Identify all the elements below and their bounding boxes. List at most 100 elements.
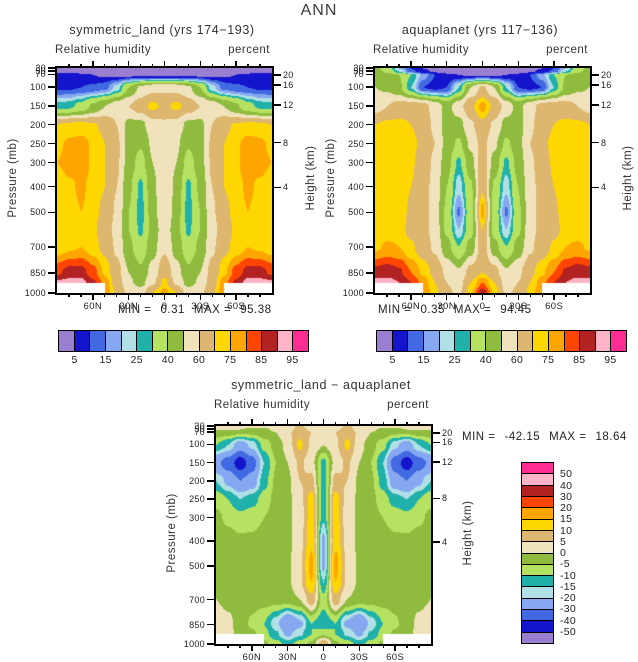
- colorbar-cell: [516, 331, 533, 351]
- height-tick-label: 16: [442, 437, 453, 448]
- panel3-plot-area: 30 50 70 100 150 200 250 300 400 500 700 850 1000 20 1…: [184, 419, 452, 662]
- lat-tick-top: [104, 64, 106, 68]
- lat-tick-bottom: [127, 293, 130, 300]
- lat-tick-bottom: [235, 293, 237, 300]
- pressure-tick-label: 70: [194, 427, 205, 438]
- lat-tick-bottom: [565, 293, 567, 297]
- colorbar-cell: [245, 331, 262, 351]
- lat-tick-bottom: [577, 293, 579, 297]
- lat-tick-top: [139, 64, 142, 68]
- lat-tick-bottom: [80, 293, 82, 297]
- colorbar-cell: [377, 331, 392, 351]
- colorbar-label: 25: [130, 354, 143, 366]
- height-tick-label: 12: [601, 99, 612, 110]
- lat-tick-bottom: [298, 644, 301, 648]
- pressure-tick-label: 700: [30, 242, 46, 253]
- pressure-tick-label: 300: [348, 157, 364, 168]
- lat-tick-top: [517, 61, 520, 68]
- lat-tick-top: [334, 422, 337, 426]
- colorbar-cell: [522, 575, 553, 587]
- colorbar-cell: [522, 586, 553, 598]
- colorbar-cell: [167, 331, 183, 351]
- lat-tick-label: 60S: [386, 652, 405, 662]
- lat-tick-top: [370, 422, 372, 426]
- height-tick-label: 8: [442, 493, 448, 504]
- lat-tick-top: [286, 419, 289, 426]
- panel1-subtitle-left: Relative humidity: [55, 44, 152, 56]
- pressure-tick: [207, 516, 214, 519]
- pressure-tick: [366, 86, 373, 88]
- panel1-min-label: MIN =: [118, 304, 152, 316]
- lat-tick-bottom: [139, 293, 142, 297]
- panel2-colorbar: 5 15 25 40 60 75 85 95: [376, 330, 627, 366]
- colorbar-cell: [522, 631, 553, 643]
- panel1-subtitle-right: percent: [228, 44, 270, 56]
- pressure-tick-label: 700: [348, 242, 364, 253]
- lat-tick-top: [493, 64, 496, 68]
- height-tick: [274, 74, 281, 76]
- height-tick-label: 12: [283, 99, 294, 110]
- pressure-tick-label: 250: [189, 494, 205, 505]
- colorbar-label: -40: [560, 614, 577, 627]
- colorbar-label: 25: [448, 354, 461, 366]
- pressure-tick-label: 400: [30, 181, 46, 192]
- colorbar-cell: [522, 473, 553, 485]
- pressure-tick: [207, 431, 214, 433]
- pressure-tick-label: 70: [35, 69, 46, 80]
- lat-tick-top: [275, 422, 277, 426]
- pressure-tick-label: 1000: [183, 639, 205, 649]
- pressure-tick: [207, 480, 214, 482]
- height-tick-label: 12: [442, 456, 453, 467]
- pressure-tick: [48, 123, 55, 126]
- lat-tick-top: [382, 422, 384, 426]
- colorbar-cell: [522, 518, 553, 530]
- lat-tick-top: [298, 422, 301, 426]
- lat-tick-top: [422, 64, 424, 68]
- pressure-tick: [207, 461, 214, 464]
- panel2-min-value: 0.35: [420, 304, 445, 316]
- lat-tick-top: [223, 64, 225, 68]
- lat-tick-bottom: [406, 644, 408, 648]
- pressure-tick-label: 200: [30, 119, 46, 130]
- panel1-plot-area: 30 50 70 100 150 200 250 300 400 500 700 850 1000 20 1…: [25, 61, 293, 312]
- colorbar-cell: [104, 331, 121, 351]
- colorbar-cell: [522, 529, 553, 542]
- lat-tick-top: [116, 64, 118, 68]
- pressure-tick-label: 70: [353, 69, 364, 80]
- colorbar-cell: [532, 331, 548, 351]
- lat-tick-label: 30S: [191, 301, 210, 312]
- lat-tick-top: [151, 64, 154, 68]
- colorbar-label: 15: [99, 354, 112, 366]
- pressure-tick-label: 100: [348, 81, 364, 92]
- pressure-tick: [366, 123, 373, 126]
- lat-tick-bottom: [275, 644, 277, 648]
- lat-tick-bottom: [286, 644, 289, 651]
- lat-tick-bottom: [398, 293, 400, 297]
- panel1-max-label: MAX =: [193, 304, 232, 316]
- lat-tick-bottom: [394, 644, 396, 651]
- height-tick: [433, 460, 440, 463]
- lat-tick-top: [386, 64, 388, 68]
- lat-tick-bottom: [457, 293, 460, 297]
- colorbar-cell: [501, 331, 517, 351]
- lat-tick-bottom: [334, 644, 337, 648]
- pressure-tick: [48, 86, 55, 88]
- pressure-tick-label: 30: [35, 63, 46, 73]
- lat-tick-top: [394, 419, 396, 426]
- height-tick: [433, 431, 440, 434]
- colorbar-label: 5: [71, 354, 78, 366]
- panel2-min-label: MIN =: [378, 304, 412, 316]
- panel2-subtitle-right: percent: [546, 44, 588, 56]
- height-tick: [274, 84, 281, 86]
- panel1-contour-canvas: [57, 68, 272, 293]
- lat-tick-top: [410, 61, 412, 68]
- lat-tick-bottom: [481, 293, 484, 300]
- lat-tick-bottom: [263, 644, 265, 648]
- lat-tick-bottom: [517, 293, 520, 300]
- colorbar-cell: [522, 484, 553, 496]
- pressure-tick-label: 150: [189, 457, 205, 468]
- pressure-tick-label: 850: [189, 619, 205, 630]
- panel2-plot-area: 30 50 70 100 150 200 250 300 400 500 700 850 1000 20 1…: [343, 61, 611, 312]
- colorbar-label: 75: [224, 354, 237, 366]
- colorbar-cell: [454, 331, 470, 351]
